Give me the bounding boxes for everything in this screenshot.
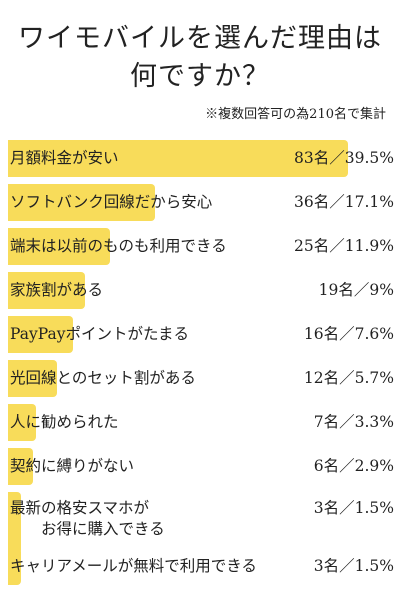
value-label: 16名／7.6% <box>303 325 394 343</box>
title-line-1: ワイモバイルを選んだ理由は <box>18 23 382 54</box>
category-label: 人に勧められた <box>10 413 119 431</box>
bar-row: 最新の格安スマホが お得に購入できる 3名／1.5% <box>8 492 394 554</box>
category-label: キャリアメールが無料で利用できる <box>10 557 257 575</box>
bar <box>8 360 58 397</box>
bar-chart: 月額料金が安い 83名／39.5% ソフトバンク回線だから安心 36名／17.1% 端末… <box>8 140 394 585</box>
category-label: 端末は以前のものも利用できる <box>10 237 227 255</box>
value-label: 7名／3.3% <box>313 413 394 431</box>
bar <box>8 548 21 585</box>
bar <box>8 184 156 221</box>
title-line-2: 何ですか？ <box>130 61 270 92</box>
bar-row: 家族割がある 19名／9% <box>8 272 394 309</box>
value-label: 3名／1.5% <box>313 499 394 517</box>
bar-row: キャリアメールが無料で利用できる 3名／1.5% <box>8 548 394 585</box>
chart-title: ワイモバイルを選んだ理由は 何ですか？ <box>0 20 400 96</box>
value-label: 6名／2.9% <box>313 457 394 475</box>
bar <box>8 404 37 441</box>
category-label: PayPayポイントがたまる <box>10 325 189 343</box>
bar-row: PayPayポイントがたまる 16名／7.6% <box>8 316 394 353</box>
value-label: 12名／5.7% <box>303 369 394 387</box>
category-label: 最新の格安スマホが お得に購入できる <box>10 499 165 538</box>
bar <box>8 228 111 265</box>
bar-row: ソフトバンク回線だから安心 36名／17.1% <box>8 184 394 221</box>
category-label: 契約に縛りがない <box>10 457 135 475</box>
bar-row: 人に勧められた 7名／3.3% <box>8 404 394 441</box>
category-label: 家族割がある <box>10 281 104 299</box>
bar-row: 月額料金が安い 83名／39.5% <box>8 140 394 177</box>
value-label: 19名／9% <box>318 281 394 299</box>
category-label: 光回線とのセット割がある <box>10 369 196 387</box>
value-label: 25名／11.9% <box>294 237 394 255</box>
bar <box>8 448 33 485</box>
value-label: 83名／39.5% <box>294 149 394 167</box>
sample-note: ※複数回答可の為210名で集計 <box>205 107 386 122</box>
bar <box>8 272 86 309</box>
bar <box>8 492 21 554</box>
bar-row: 端末は以前のものも利用できる 25名／11.9% <box>8 228 394 265</box>
category-label: ソフトバンク回線だから安心 <box>10 193 213 211</box>
bar <box>8 140 348 177</box>
bar-row: 光回線とのセット割がある 12名／5.7% <box>8 360 394 397</box>
bar-row: 契約に縛りがない 6名／2.9% <box>8 448 394 485</box>
category-label: 月額料金が安い <box>10 149 119 167</box>
value-label: 3名／1.5% <box>313 557 394 575</box>
value-label: 36名／17.1% <box>294 193 394 211</box>
bar <box>8 316 74 353</box>
